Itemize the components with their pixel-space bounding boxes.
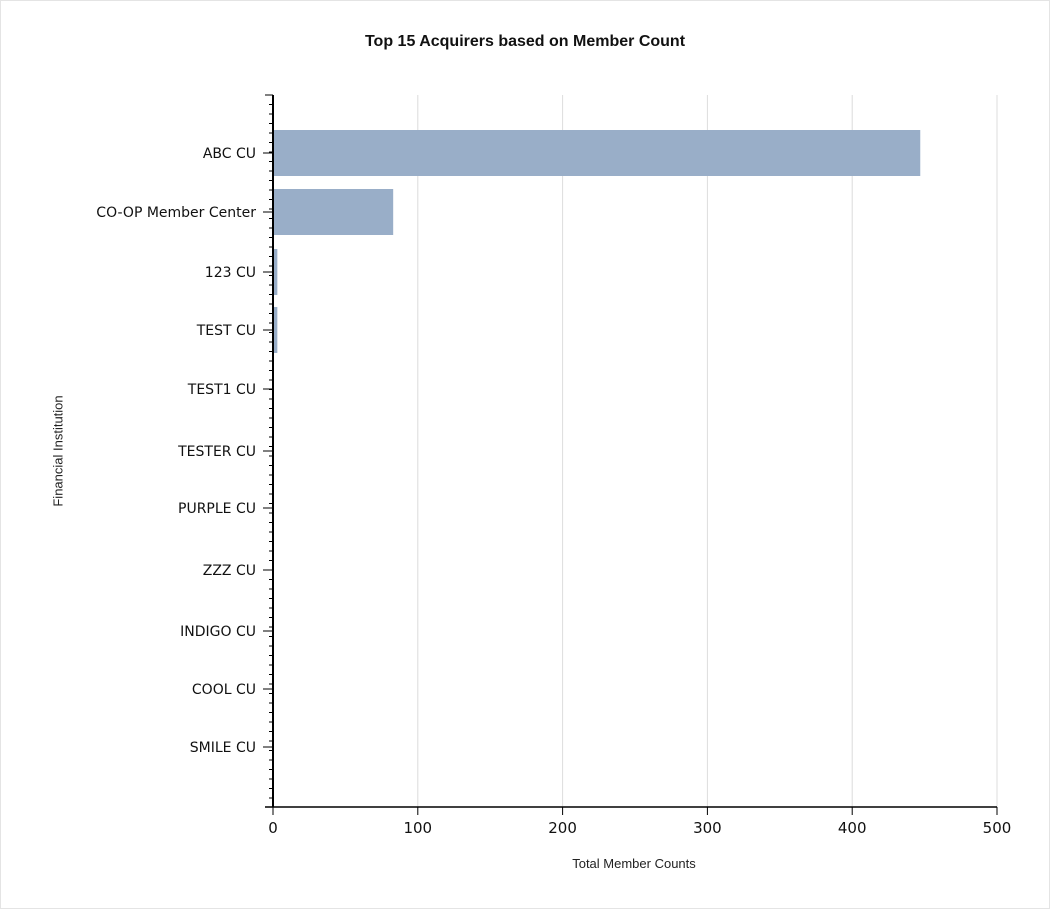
y-tick-label-1: CO-OP Member Center [96,205,256,221]
y-tick-label-8: INDIGO CU [180,624,256,640]
y-tick-label-4: TEST1 CU [187,382,256,398]
y-tick-label-0: ABC CU [203,146,256,162]
x-tick-label-3: 300 [693,819,722,837]
bar-0 [273,130,921,176]
chart-title: Top 15 Acquirers based on Member Count [364,33,686,50]
y-tick-label-5: TESTER CU [177,444,256,460]
y-tick-label-6: PURPLE CU [178,501,256,517]
x-axis-label: Total Member Counts [572,856,696,871]
x-tick-label-2: 200 [548,819,577,837]
x-tick-label-0: 0 [268,819,278,837]
x-tick-label-1: 100 [403,819,432,837]
bar-1 [273,189,394,235]
y-tick-label-10: SMILE CU [190,740,256,756]
y-axis-label: Financial Institution [50,395,66,507]
bar-3 [273,307,278,353]
x-tick-label-4: 400 [838,819,867,837]
y-tick-label-2: 123 CU [205,265,256,281]
x-tick-label-5: 500 [983,819,1012,837]
y-tick-label-3: TEST CU [196,323,256,339]
y-tick-label-9: COOL CU [192,682,256,698]
bar-2 [273,249,278,295]
y-tick-label-7: ZZZ CU [203,563,256,579]
